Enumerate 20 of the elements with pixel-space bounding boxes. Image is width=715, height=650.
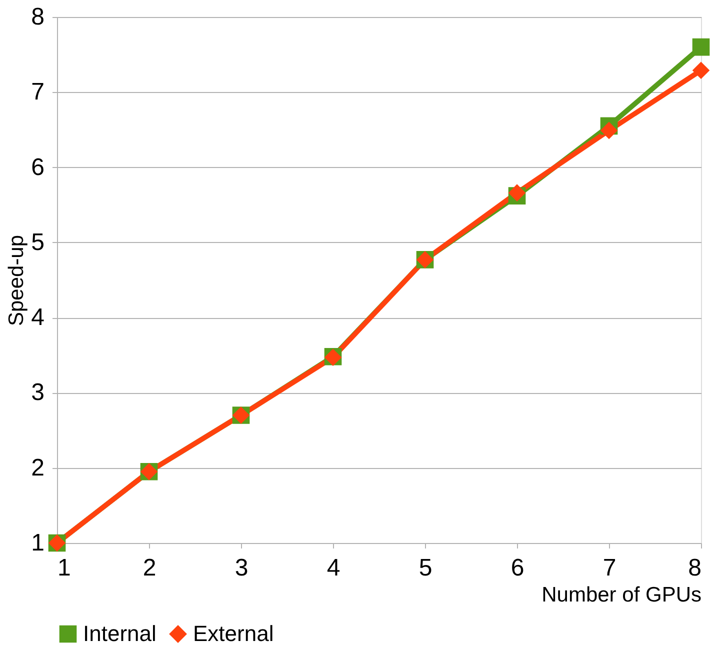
x-tick-label: 3	[234, 554, 248, 582]
x-tick-label: 4	[326, 554, 340, 582]
y-tick-label: 2	[31, 454, 44, 482]
y-tick-label: 8	[31, 4, 44, 30]
y-tick-label: 5	[31, 228, 44, 256]
x-tick-label: 1	[58, 554, 71, 582]
x-tick-label: 7	[602, 554, 616, 582]
y-tick-label: 7	[31, 78, 44, 106]
y-tick-label: 4	[31, 304, 44, 332]
x-tick-label: 5	[418, 554, 432, 582]
legend-label: Internal	[83, 621, 156, 646]
y-tick-label: 3	[31, 379, 44, 406]
y-axis-title: Speed-up	[5, 234, 28, 326]
x-tick-label: 6	[510, 554, 524, 582]
x-tick-label: 8	[688, 554, 702, 582]
y-tick-label: 6	[31, 154, 44, 181]
y-tick-label: 1	[31, 530, 44, 556]
x-axis-title: Number of GPUs	[542, 584, 702, 606]
x-tick-label: 2	[142, 554, 156, 582]
legend-label: External	[193, 621, 274, 646]
